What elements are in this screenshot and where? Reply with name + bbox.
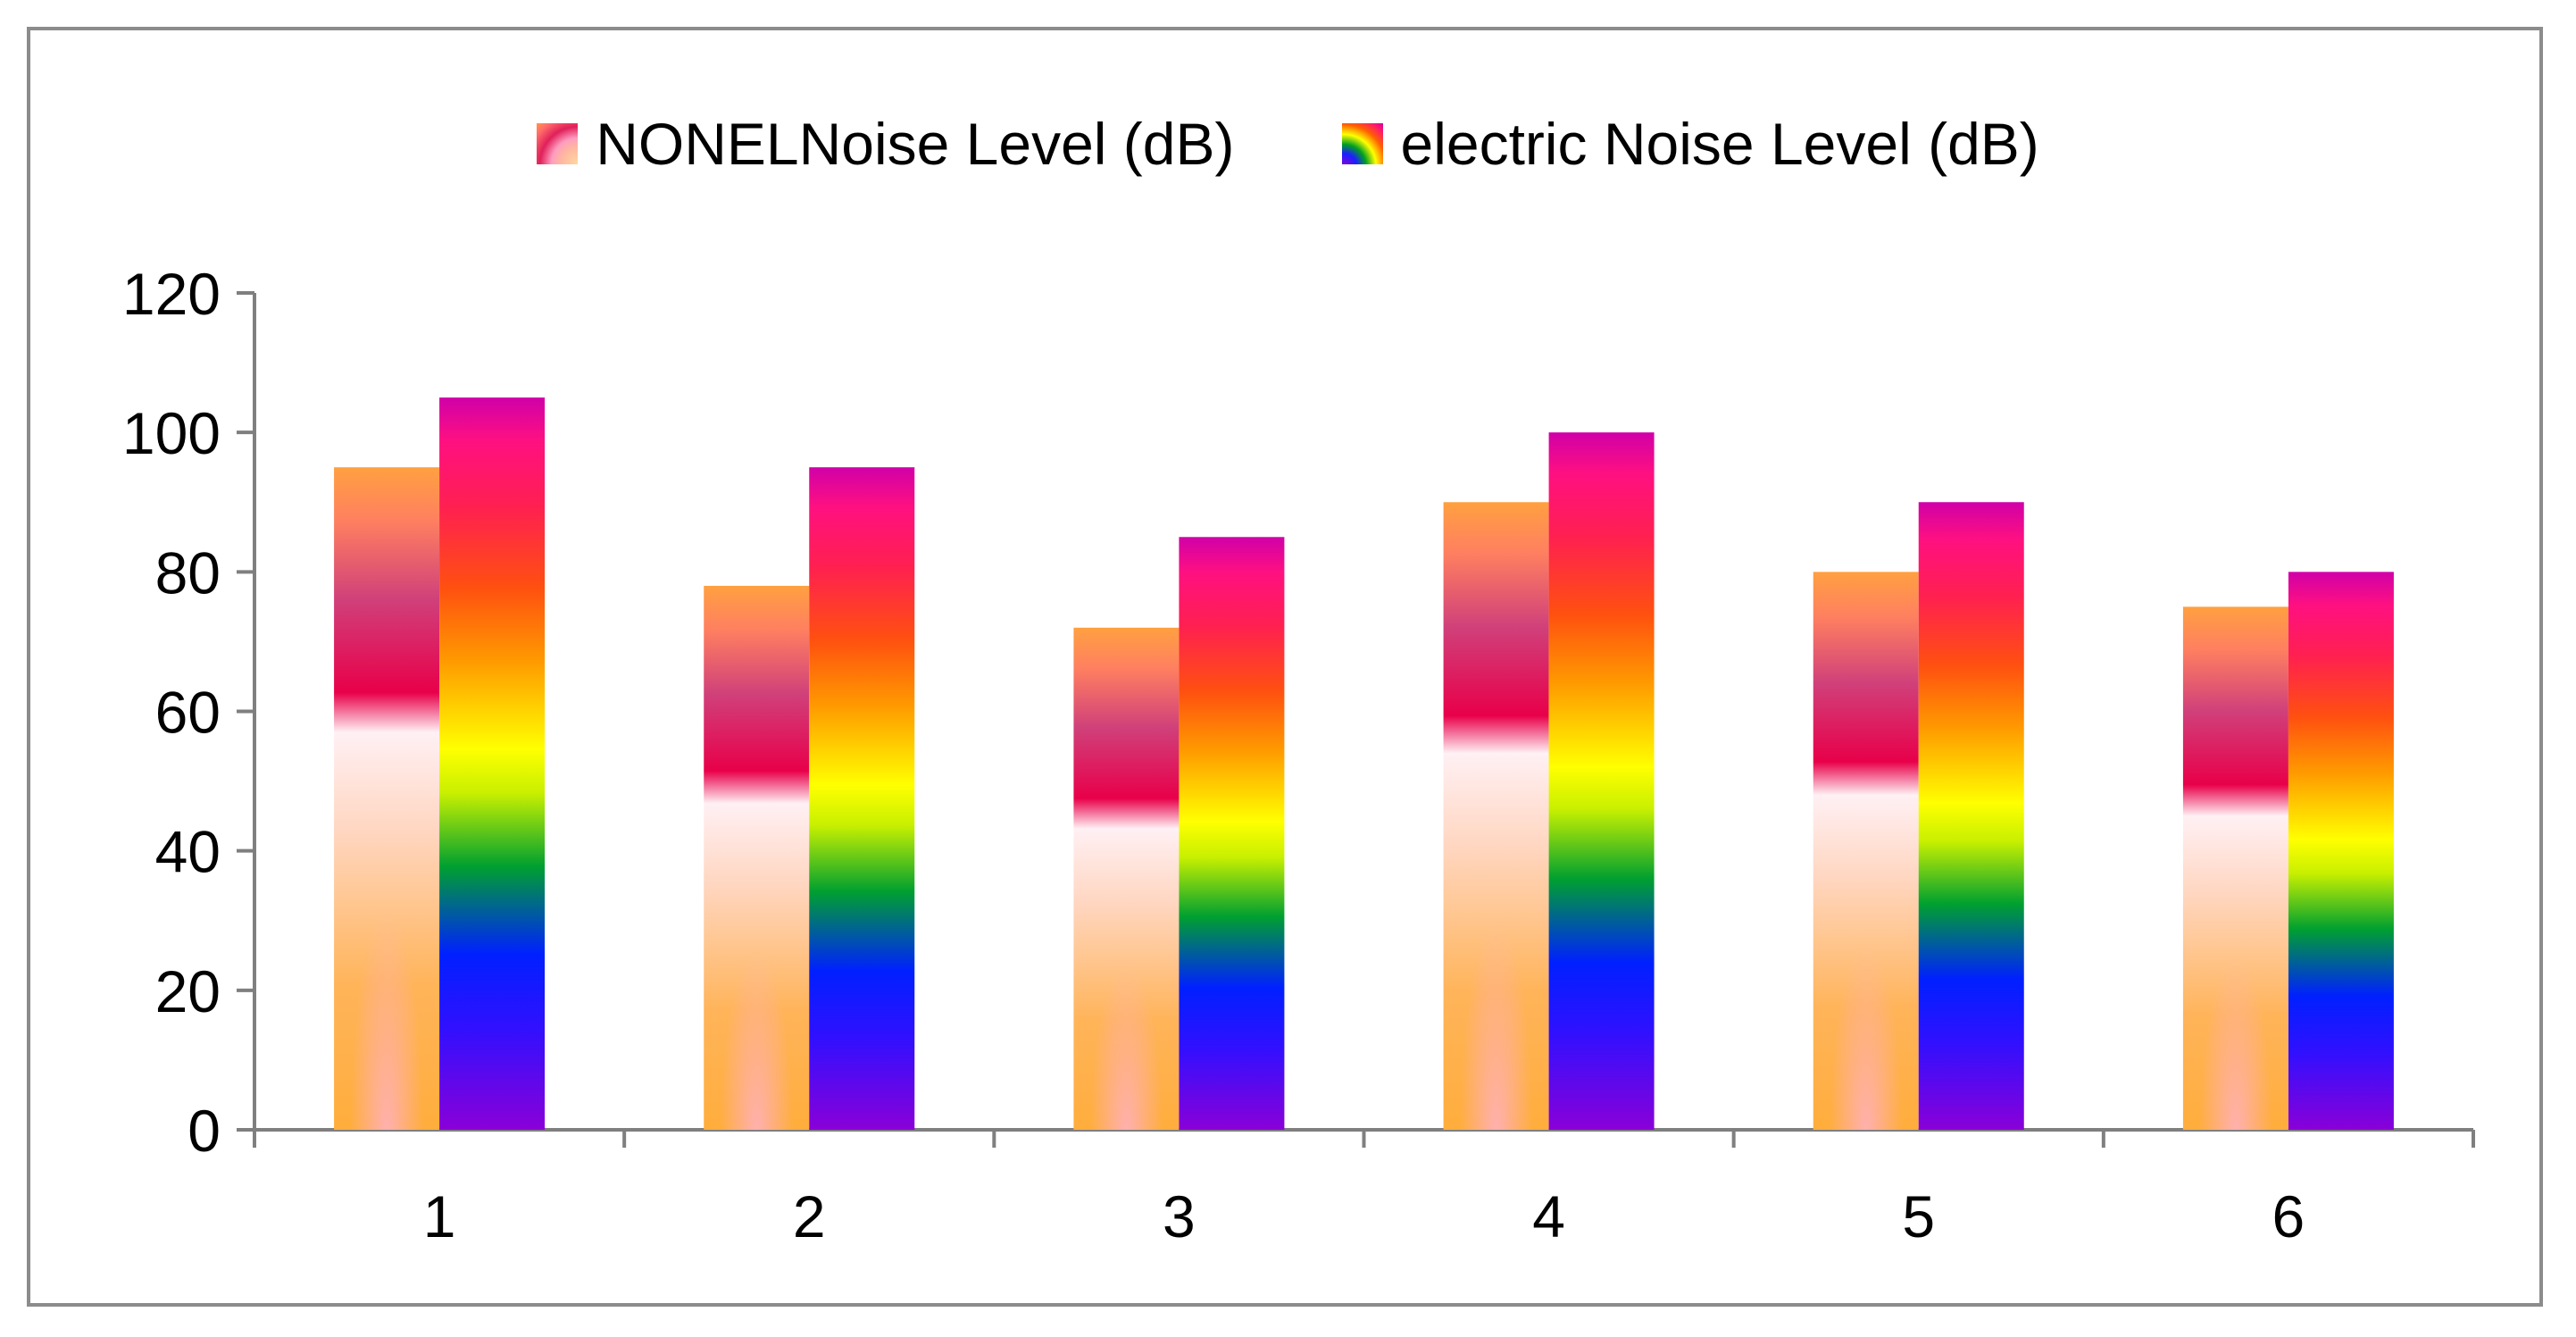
bar-electric	[439, 397, 546, 1130]
bar-nonel-glow	[1073, 627, 1180, 1130]
legend-swatch-electric	[1341, 123, 1383, 164]
labels: 0 20 40 60 80 100 120 1 2 3 4 5 6	[122, 261, 2305, 1249]
y-tick-label: 100	[122, 400, 221, 466]
x-tick-label: 6	[2272, 1183, 2305, 1249]
bar-nonel-glow	[2182, 606, 2288, 1130]
legend-label-nonel: NONELNoise Level (dB)	[596, 111, 1235, 177]
legend-item-nonel: NONELNoise Level (dB)	[537, 110, 1235, 178]
axes	[237, 291, 2475, 1148]
legend: NONELNoise Level (dB) electric Noise Lev…	[0, 104, 2576, 184]
bars	[334, 397, 2394, 1131]
bar-electric	[1548, 432, 1655, 1131]
y-tick-label: 120	[122, 261, 221, 327]
bar-electric	[809, 467, 915, 1130]
legend-item-electric: electric Noise Level (dB)	[1341, 110, 2039, 178]
legend-swatch-nonel	[537, 123, 579, 164]
x-tick-label: 1	[423, 1183, 456, 1249]
y-tick-label: 60	[155, 680, 221, 746]
y-tick-label: 0	[188, 1098, 221, 1164]
y-tick-label: 20	[155, 958, 221, 1024]
bar-nonel-glow	[334, 467, 440, 1130]
x-tick-label: 3	[1163, 1183, 1196, 1249]
x-tick-label: 5	[1902, 1183, 1935, 1249]
bar-nonel-glow	[1443, 502, 1549, 1130]
x-tick-label: 2	[793, 1183, 826, 1249]
x-tick-label: 4	[1532, 1183, 1565, 1249]
y-tick-label: 80	[155, 539, 221, 606]
bar-nonel-glow	[704, 585, 810, 1130]
bar-electric	[1179, 537, 1285, 1130]
bar-nonel-glow	[1813, 572, 1919, 1130]
bar-electric	[2288, 572, 2394, 1130]
y-tick-label: 40	[155, 819, 221, 885]
bar-electric	[1918, 502, 2024, 1130]
legend-label-electric: electric Noise Level (dB)	[1400, 111, 2039, 177]
